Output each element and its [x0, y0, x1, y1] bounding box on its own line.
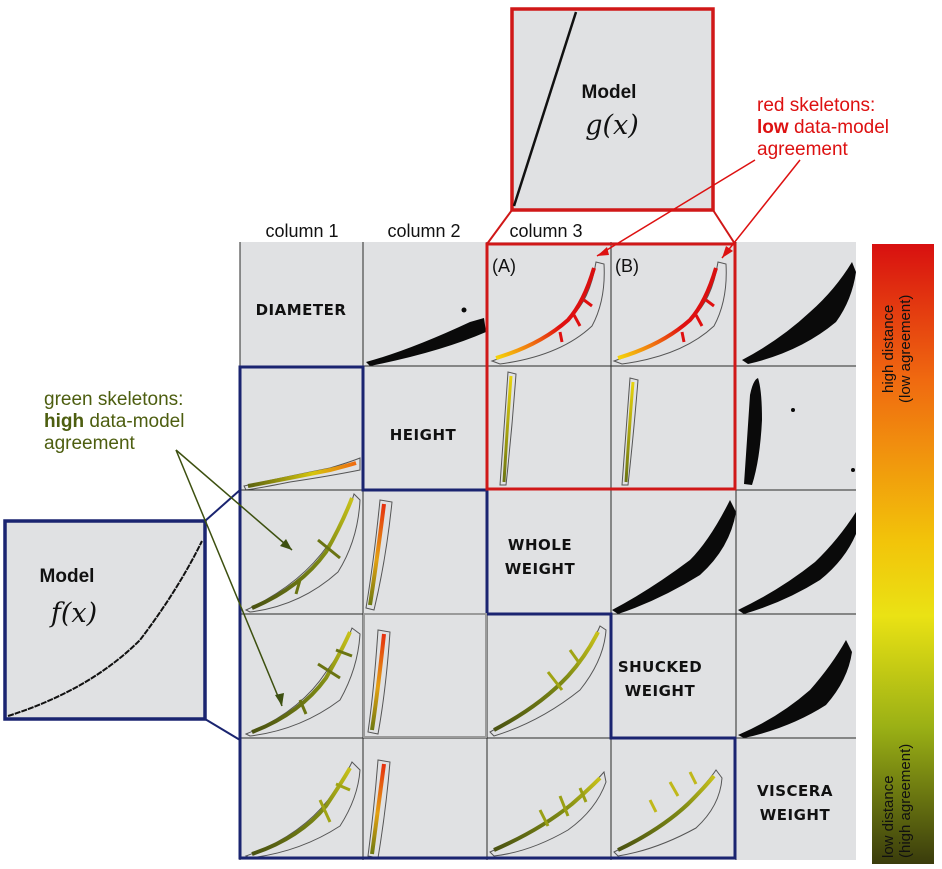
skeleton-a-height [499, 371, 517, 486]
skeleton-shucked-col2 [367, 629, 391, 735]
red-highlight-frame [485, 242, 737, 491]
diag-label-diameter: DIAMETER [256, 301, 347, 319]
red-annotation: red skeletons: low data-model agreement [596, 95, 889, 259]
matrix-cell [487, 490, 611, 614]
matrix-cell [240, 490, 363, 614]
model-f-function: f(x) [49, 598, 97, 629]
diag-label-whole: WHOLE WEIGHT [505, 536, 576, 578]
model-g-function: g(x) [585, 110, 639, 141]
blue-highlight-frame [238, 365, 737, 860]
matrix-cell [240, 366, 363, 490]
model-f-box: Model f(x) [3, 489, 241, 741]
svg-text:low data-model: low data-model [757, 117, 889, 138]
scatter-diameter-col6 [742, 262, 856, 364]
model-g-box: Model g(x) [486, 7, 736, 245]
skeleton-b-height [621, 377, 639, 486]
matrix-cell [240, 242, 363, 366]
matrix-cell [487, 738, 611, 860]
matrix-cell [611, 614, 736, 738]
grey-cell-frame [363, 613, 487, 738]
matrix-cell [736, 738, 856, 860]
matrix-cell [363, 738, 487, 860]
skeleton-viscera-col3 [489, 770, 607, 857]
svg-text:agreement: agreement [44, 433, 136, 454]
skeleton-shucked-col1 [244, 627, 361, 737]
skeleton-a-diameter [490, 261, 605, 365]
svg-text:green skeletons:: green skeletons: [44, 389, 183, 410]
skeleton-viscera-col1 [244, 761, 361, 859]
matrix-cell [363, 366, 487, 490]
scatter-height-col6 [744, 378, 855, 485]
skeleton-whole-col1 [244, 493, 361, 613]
skeleton-height-col1 [243, 457, 361, 491]
column-3-label: column 3 [509, 221, 582, 241]
panel-tag-a: (A) [492, 256, 516, 276]
matrix-cell [611, 242, 736, 366]
panel-tag-b: (B) [615, 256, 639, 276]
diag-label-viscera: VISCERA WEIGHT [757, 782, 833, 824]
model-f-title: Model [40, 566, 95, 587]
colorbar-bottom-line2: (high agreement) [897, 744, 914, 858]
matrix-cell [240, 738, 363, 860]
skeleton-viscera-col4 [613, 769, 723, 857]
skeleton-viscera-col2 [367, 759, 391, 859]
svg-text:agreement: agreement [757, 139, 849, 160]
matrix-cell [363, 614, 487, 738]
colorbar-bottom-line1: low distance [880, 775, 897, 858]
scatter-shucked-viscera [738, 640, 852, 738]
colorbar-top-line1: high distance [880, 305, 897, 393]
matrix-cell [240, 614, 363, 738]
column-1-label: column 1 [265, 221, 338, 241]
matrix-cell [487, 614, 611, 738]
distance-colorbar: high distance (low agreement) low distan… [872, 244, 934, 864]
scatter-diameter-height [366, 307, 486, 366]
column-2-label: column 2 [387, 221, 460, 241]
skeleton-b-diameter [612, 261, 727, 365]
green-annotation: green skeletons: high data-model agreeme… [44, 389, 293, 707]
diag-label-height: HEIGHT [390, 426, 457, 444]
svg-text:red skeletons:: red skeletons: [757, 95, 875, 116]
diag-label-shucked: SHUCKED WEIGHT [618, 658, 702, 700]
skeleton-shucked-col3 [489, 625, 607, 737]
svg-text:high data-model: high data-model [44, 411, 184, 432]
colorbar-top-line2: (low agreement) [897, 295, 914, 403]
scatter-whole-shucked [612, 500, 736, 614]
model-g-title: Model [582, 82, 637, 103]
skeleton-whole-col2 [365, 499, 393, 611]
scatter-whole-viscera [738, 512, 856, 614]
